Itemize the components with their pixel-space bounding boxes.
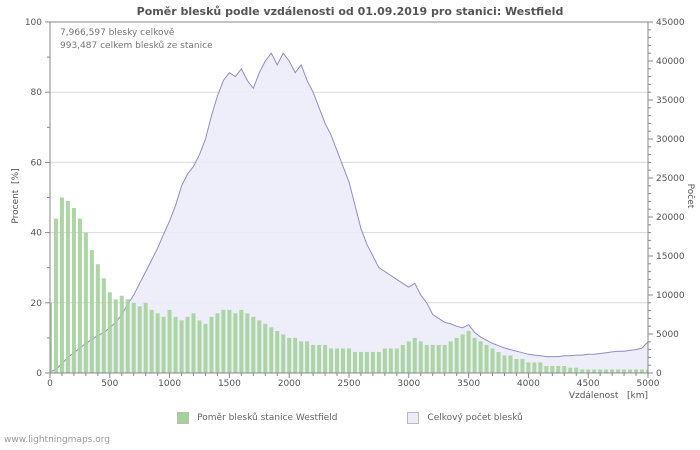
svg-text:100: 100 [25, 18, 42, 28]
svg-text:0: 0 [656, 369, 662, 379]
svg-text:80: 80 [31, 88, 43, 98]
svg-text:15000: 15000 [656, 252, 685, 262]
svg-text:4500: 4500 [577, 379, 600, 389]
svg-text:2000: 2000 [278, 379, 301, 389]
x-axis-label: Vzdálenost [km] [568, 391, 648, 401]
svg-text:2500: 2500 [338, 379, 361, 389]
svg-text:40000: 40000 [656, 57, 685, 67]
legend-item-total-count: Celkový počet blesků [407, 412, 523, 424]
svg-text:60: 60 [31, 158, 43, 168]
station-ratio-bar-series [50, 197, 648, 373]
svg-text:10000: 10000 [656, 291, 685, 301]
watermark: www.lightningmaps.org [4, 435, 110, 445]
total-count-area-series [49, 52, 649, 373]
axis-ticks-and-labels: 0 500 1000 1500 2000 2500 3000 3500 4000 4500 5000… [25, 18, 685, 389]
svg-text:25000: 25000 [656, 174, 685, 184]
legend-swatch-station-ratio [177, 412, 190, 424]
legend-item-station-ratio: Poměr blesků stanice Westfield [177, 412, 337, 424]
svg-text:20000: 20000 [656, 213, 685, 223]
svg-text:0: 0 [36, 369, 42, 379]
svg-text:0: 0 [47, 379, 53, 389]
svg-text:3500: 3500 [457, 379, 480, 389]
svg-text:1500: 1500 [218, 379, 241, 389]
svg-text:40: 40 [31, 229, 43, 239]
y-axis-label-right: Počet [685, 183, 695, 209]
svg-text:45000: 45000 [656, 18, 685, 28]
legend-swatch-total-count [407, 412, 420, 424]
svg-text:35000: 35000 [656, 96, 685, 106]
svg-text:1000: 1000 [158, 379, 181, 389]
annotation-station-strikes: 993,487 celkem blesků ze stanice [60, 41, 213, 51]
svg-text:30000: 30000 [656, 135, 685, 145]
annotation-total-strikes: 7,966,597 blesky celkově [60, 28, 175, 38]
svg-text:4000: 4000 [517, 379, 540, 389]
legend-label-station-ratio: Poměr blesků stanice Westfield [197, 413, 338, 423]
svg-text:5000: 5000 [656, 330, 679, 340]
svg-text:500: 500 [101, 379, 118, 389]
chart-title: Poměr blesků podle vzdálenosti od 01.09.… [136, 5, 564, 18]
chart-legend: Poměr blesků stanice Westfield Celkový p… [0, 412, 700, 424]
svg-text:5000: 5000 [637, 379, 660, 389]
svg-text:20: 20 [31, 299, 43, 309]
legend-label-total-count: Celkový počet blesků [427, 413, 523, 423]
y-axis-label-left: Procent [%] [11, 168, 21, 224]
svg-text:3000: 3000 [397, 379, 420, 389]
